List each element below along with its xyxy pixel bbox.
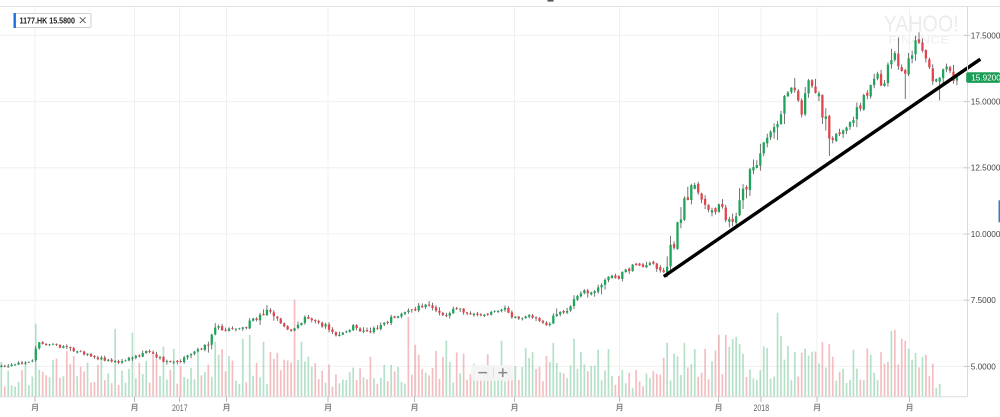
svg-text:10.0000: 10.0000 [971,230,1000,239]
svg-text:YAHOO!: YAHOO! [884,10,959,36]
svg-text:2017: 2017 [172,403,188,413]
svg-text:2018: 2018 [754,403,770,413]
svg-text:15.0000: 15.0000 [971,98,1000,107]
svg-text:17.5000: 17.5000 [971,31,1000,40]
svg-text:7.5000: 7.5000 [971,296,996,305]
svg-text:12.5000: 12.5000 [971,164,1000,173]
svg-text:1177.HK 15.5800: 1177.HK 15.5800 [20,15,76,25]
svg-text:15.9200: 15.9200 [971,73,1000,82]
svg-text:5.0000: 5.0000 [971,362,996,371]
